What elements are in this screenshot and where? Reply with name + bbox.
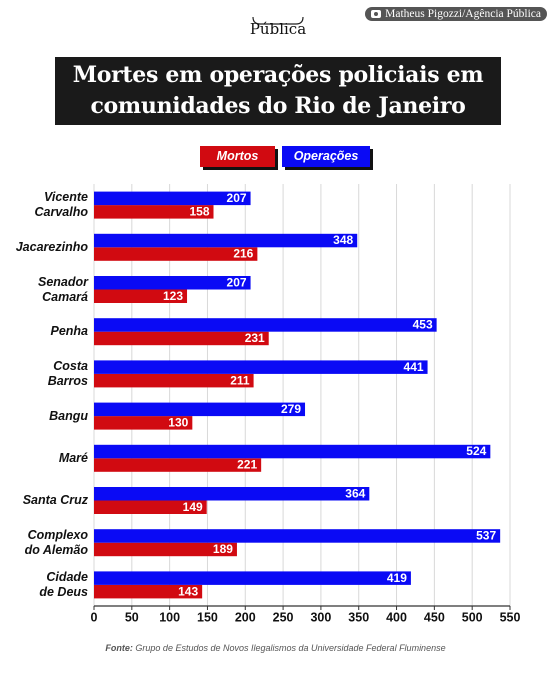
bar <box>94 500 207 514</box>
bar <box>94 571 411 585</box>
bar <box>94 458 262 472</box>
chart-title: Mortes em operações policiais em comunid… <box>55 57 501 125</box>
brand: Pública <box>249 20 307 38</box>
bar <box>94 276 251 290</box>
value-label: 419 <box>387 571 407 585</box>
x-tick-label: 550 <box>500 610 521 624</box>
value-label: 364 <box>345 486 365 500</box>
y-tick-label: Vicente Carvalho <box>34 190 89 220</box>
bar <box>94 247 258 261</box>
value-label: 158 <box>189 205 209 219</box>
bar <box>94 584 203 599</box>
source-label: Fonte: <box>105 643 133 653</box>
credit: Matheus Pigozzi/Agência Pública <box>365 7 547 21</box>
bar <box>94 233 358 248</box>
y-tick-label: Santa Cruz <box>22 493 88 507</box>
value-label: 143 <box>178 584 198 598</box>
y-tick-label: Maré <box>58 450 88 465</box>
value-label: 537 <box>476 529 496 543</box>
y-tick-label: Penha <box>50 324 88 339</box>
bar <box>94 205 214 219</box>
x-tick-label: 350 <box>348 610 369 624</box>
value-label: 130 <box>168 416 188 430</box>
x-tick-label: 200 <box>235 610 256 624</box>
value-label: 279 <box>281 402 301 416</box>
value-label: 441 <box>404 360 424 374</box>
x-tick-label: 400 <box>386 610 407 624</box>
x-tick-label: 150 <box>197 610 218 624</box>
y-tick-label: Jacarezinho <box>15 239 88 254</box>
value-label: 149 <box>183 500 203 514</box>
value-label: 221 <box>237 458 257 472</box>
value-label: 348 <box>333 233 353 247</box>
value-label: 453 <box>413 318 433 332</box>
x-tick-label: 0 <box>91 610 98 624</box>
source-text: Grupo de Estudos de Novos Ilegalismos da… <box>135 643 446 653</box>
bar <box>94 529 501 543</box>
y-tick-label: Senador Camará <box>37 274 88 304</box>
credit-text: Matheus Pigozzi/Agência Pública <box>385 8 541 20</box>
value-label: 524 <box>466 444 486 458</box>
value-label: 216 <box>233 247 253 261</box>
value-label: 207 <box>227 275 247 289</box>
camera-icon <box>371 10 382 18</box>
value-label: 189 <box>213 542 233 556</box>
value-label: 207 <box>227 191 247 205</box>
bar <box>94 542 237 557</box>
bar <box>94 444 491 459</box>
value-label: 123 <box>163 289 183 303</box>
y-tick-label: Cidade de Deus <box>39 569 88 599</box>
x-tick-label: 300 <box>310 610 331 624</box>
bar <box>94 331 269 346</box>
bar <box>94 191 251 206</box>
brand-arc <box>252 16 304 25</box>
value-label: 231 <box>245 331 265 345</box>
source: Fonte: Grupo de Estudos de Novos Ilegali… <box>0 643 551 653</box>
bar <box>94 402 306 417</box>
bar <box>94 360 428 374</box>
y-tick-label: Costa Barros <box>47 358 88 388</box>
bar <box>94 416 193 430</box>
y-tick-label: Bangu <box>49 408 88 423</box>
bar <box>94 373 254 388</box>
x-tick-label: 450 <box>424 610 445 624</box>
x-tick-label: 500 <box>462 610 483 624</box>
x-tick-label: 100 <box>159 610 180 624</box>
y-tick-label: Complexo do Alemão <box>24 527 88 557</box>
legend-entry: Operações <box>282 146 370 167</box>
bar <box>94 487 370 501</box>
bar <box>94 289 188 303</box>
value-label: 211 <box>230 373 250 387</box>
x-tick-label: 50 <box>125 610 139 624</box>
bar <box>94 318 437 332</box>
legend-entry: Mortos <box>200 146 275 167</box>
x-tick-label: 250 <box>273 610 294 624</box>
